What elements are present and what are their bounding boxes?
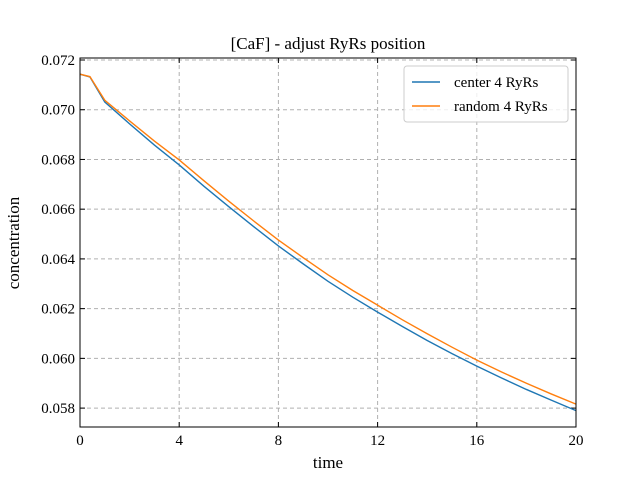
y-tick-label: 0.060 [41, 351, 75, 367]
chart-title: [CaF] - adjust RyRs position [231, 34, 426, 53]
x-tick-label: 4 [175, 433, 183, 449]
y-tick-label: 0.064 [41, 252, 75, 268]
y-tick-label: 0.062 [41, 302, 75, 318]
x-axis-label: time [313, 453, 343, 472]
legend-label: random 4 RyRs [454, 99, 548, 115]
x-tick-label: 12 [370, 433, 385, 449]
y-tick-label: 0.072 [41, 53, 75, 69]
y-tick-label: 0.058 [41, 401, 75, 417]
y-tick-label: 0.070 [41, 103, 75, 119]
y-axis-label: concentration [4, 196, 23, 289]
x-tick-label: 0 [76, 433, 84, 449]
legend-label: center 4 RyRs [454, 75, 539, 91]
y-tick-label: 0.068 [41, 152, 75, 168]
data-line [79, 73, 577, 405]
x-tick-label: 16 [469, 433, 485, 449]
data-line [79, 73, 577, 412]
x-tick-label: 8 [275, 433, 283, 449]
y-tick-label: 0.066 [41, 202, 75, 218]
plot-frame [79, 57, 577, 428]
legend-box [403, 65, 569, 123]
x-tick-label: 20 [569, 433, 584, 449]
